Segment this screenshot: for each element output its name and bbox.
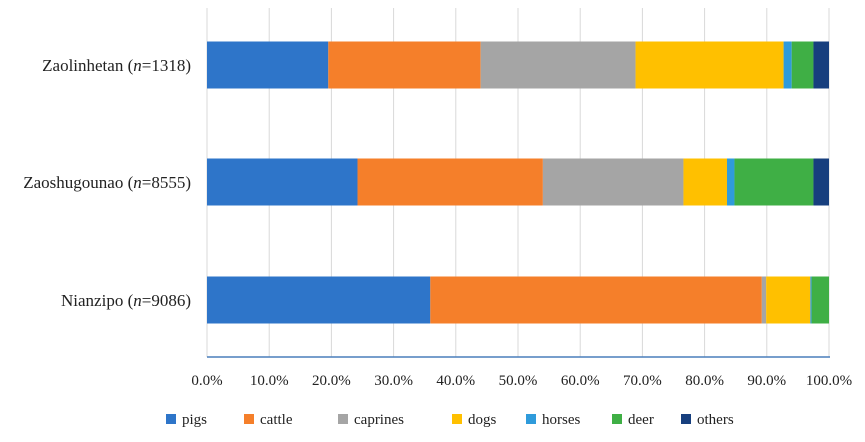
bar-segment-horses <box>726 158 735 206</box>
x-tick-label: 100.0% <box>806 373 852 389</box>
bar-segment-others <box>813 41 829 89</box>
bar-segment-dogs <box>683 158 727 206</box>
bar-segment-dogs <box>635 41 784 89</box>
x-tick-label: 60.0% <box>561 373 600 389</box>
bars <box>207 41 829 324</box>
category-label: Zaoshugounao (n=8555) <box>23 173 191 192</box>
x-tick-label: 90.0% <box>747 373 786 389</box>
bar-segment-horses <box>810 276 812 324</box>
bar-segment-cattle <box>328 41 481 89</box>
legend-label-deer: deer <box>628 412 654 428</box>
legend-swatch-deer <box>612 414 622 424</box>
x-tick-label: 40.0% <box>436 373 475 389</box>
legend-label-pigs: pigs <box>182 412 207 428</box>
bar-segment-deer <box>811 276 829 324</box>
legend-label-horses: horses <box>542 412 580 428</box>
legend-swatch-pigs <box>166 414 176 424</box>
x-tick-label: 80.0% <box>685 373 724 389</box>
legend-swatch-horses <box>526 414 536 424</box>
bar-segment-deer <box>791 41 814 89</box>
legend-label-others: others <box>697 412 734 428</box>
bar-segment-pigs <box>207 41 329 89</box>
category-labels: Zaolinhetan (n=1318) Zaoshugounao (n=8555… <box>23 56 191 310</box>
x-tick-label: 10.0% <box>250 373 289 389</box>
bar-segment-others <box>813 158 829 206</box>
bar-segment-dogs <box>766 276 811 324</box>
legend: pigs cattle caprines dogs horses deer others <box>166 412 734 428</box>
category-label: Zaolinhetan (n=1318) <box>42 56 191 75</box>
x-tick-label: 0.0% <box>191 373 222 389</box>
x-tick-label: 70.0% <box>623 373 662 389</box>
bar-segment-caprines <box>761 276 767 324</box>
legend-swatch-cattle <box>244 414 254 424</box>
legend-label-cattle: cattle <box>260 412 293 428</box>
x-tick-label: 30.0% <box>374 373 413 389</box>
legend-swatch-others <box>681 414 691 424</box>
legend-label-caprines: caprines <box>354 412 404 428</box>
bar-segment-deer <box>734 158 814 206</box>
bar-segment-horses <box>783 41 792 89</box>
bar-segment-cattle <box>357 158 543 206</box>
legend-label-dogs: dogs <box>468 412 497 428</box>
x-tick-label: 50.0% <box>499 373 538 389</box>
legend-swatch-caprines <box>338 414 348 424</box>
bar-segment-cattle <box>430 276 762 324</box>
x-tick-label: 20.0% <box>312 373 351 389</box>
bar-segment-caprines <box>542 158 684 206</box>
legend-swatch-dogs <box>452 414 462 424</box>
category-label: Nianzipo (n=9086) <box>61 291 191 310</box>
bar-segment-pigs <box>207 158 358 206</box>
bar-segment-caprines <box>480 41 636 89</box>
x-tick-labels: 0.0% 10.0% 20.0% 30.0% 40.0% 50.0% 60.0% 70.0% 8… <box>191 373 852 389</box>
bar-segment-pigs <box>207 276 431 324</box>
